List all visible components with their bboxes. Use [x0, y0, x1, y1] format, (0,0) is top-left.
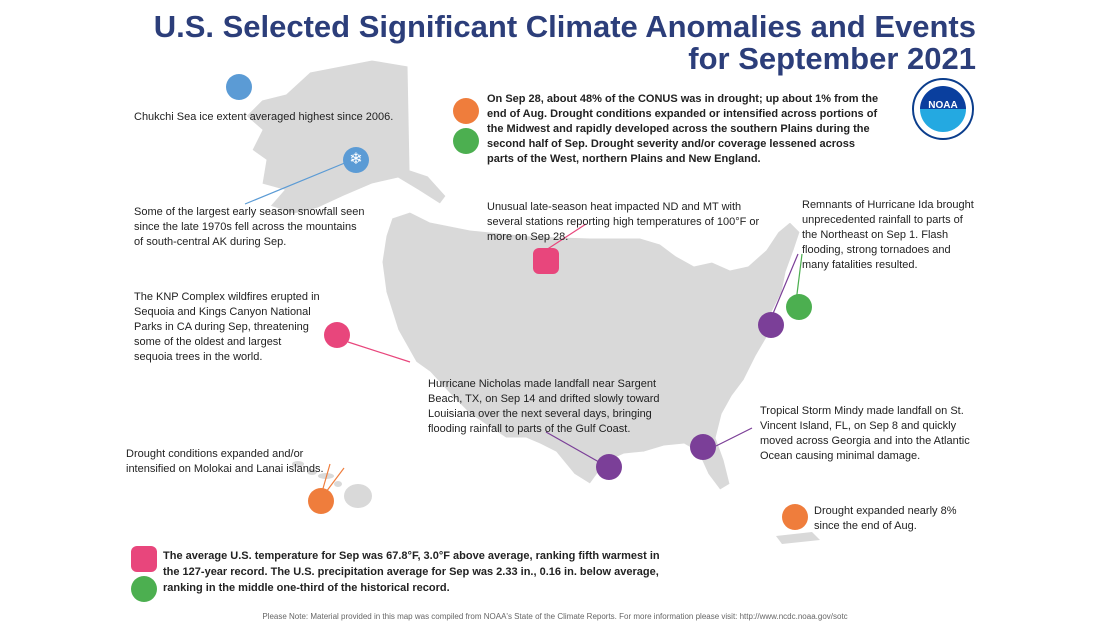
hurricane-icon	[596, 454, 622, 480]
map-title: U.S. Selected Significant Climate Anomal…	[153, 9, 976, 44]
puerto-rico-text: Drought expanded nearly 8% since the end…	[814, 505, 957, 532]
wildfire-icon	[324, 322, 350, 348]
hurricane-icon	[690, 434, 716, 460]
map-subtitle: for September 2021	[688, 41, 976, 76]
drought-icon	[308, 488, 334, 514]
ida-leader-1	[771, 253, 799, 317]
noaa-logo-text: NOAA	[928, 100, 958, 111]
heat-leader	[545, 223, 587, 251]
national-summary: The average U.S. temperature for Sep was…	[163, 550, 660, 594]
nicholas-leader	[545, 431, 607, 467]
mindy-leader	[715, 427, 753, 447]
puerto-rico-landmass	[776, 532, 820, 544]
flood-icon	[786, 294, 812, 320]
knp-text: The KNP Complex wildfires erupted in Seq…	[134, 291, 320, 363]
snowfall-leader	[244, 159, 353, 205]
ida-text: Remnants of Hurricane Ida brought unprec…	[802, 199, 974, 271]
drought-icon	[782, 504, 808, 530]
snowfall-text: Some of the largest early season snowfal…	[134, 206, 365, 248]
wet-icon	[453, 128, 479, 154]
alaska-landmass	[245, 59, 447, 215]
tornado-icon	[758, 312, 784, 338]
conus-landmass	[381, 211, 801, 491]
noaa-emblem: NOAA	[920, 86, 966, 132]
heat-text: Unusual late-season heat impacted ND and…	[487, 201, 760, 243]
thermometer-icon	[533, 248, 559, 274]
knp-leader	[347, 341, 411, 363]
hawaii-leader-2	[325, 467, 345, 493]
chukchi-text: Chukchi Sea ice extent averaged highest …	[134, 111, 394, 123]
hawaii-leader-1	[321, 463, 331, 493]
noaa-logo: NOAA	[912, 78, 974, 140]
wet-icon	[131, 576, 157, 602]
drought-conus-text: On Sep 28, about 48% of the CONUS was in…	[487, 93, 879, 165]
drought-icon	[453, 98, 479, 124]
thermometer-icon	[131, 546, 157, 572]
footer-note: Please Note: Material provided in this m…	[262, 612, 848, 621]
nicholas-text: Hurricane Nicholas made landfall near Sa…	[428, 378, 660, 435]
hawaii-text: Drought conditions expanded and/or inten…	[126, 448, 324, 475]
ice-icon	[226, 74, 252, 100]
hawaii-islands	[292, 461, 372, 508]
mindy-text: Tropical Storm Mindy made landfall on St…	[760, 405, 970, 462]
snowflake-icon: ❄	[343, 147, 369, 173]
